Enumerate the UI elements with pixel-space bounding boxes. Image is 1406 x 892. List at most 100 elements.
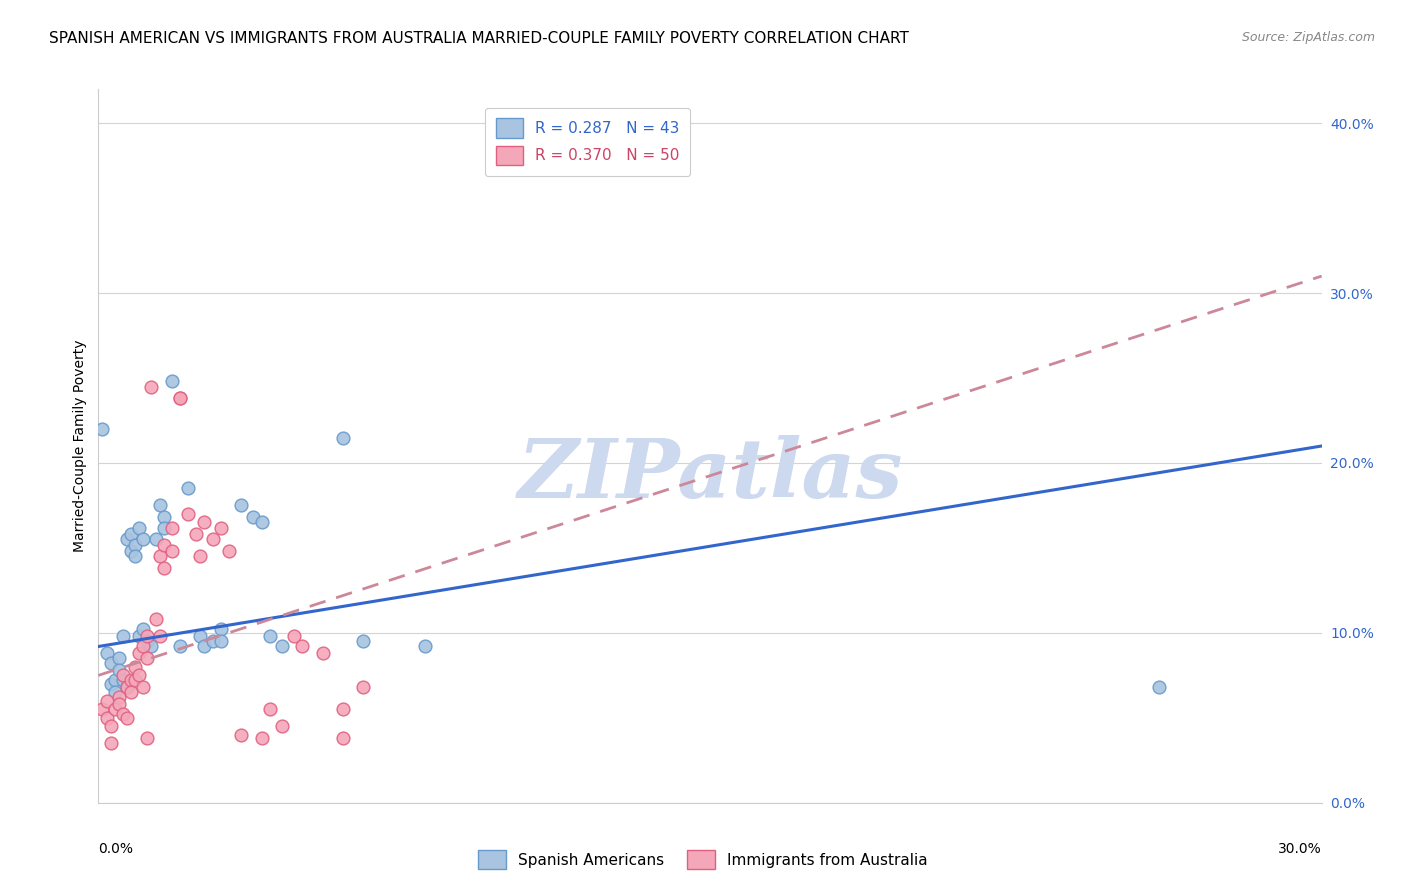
- Point: [169, 392, 191, 406]
- Point: [120, 527, 142, 541]
- Point: [145, 533, 167, 547]
- Point: [115, 711, 138, 725]
- Point: [91, 422, 114, 436]
- Point: [291, 640, 314, 654]
- Point: [115, 680, 138, 694]
- Point: [120, 544, 142, 558]
- Point: [149, 499, 172, 513]
- Point: [177, 482, 200, 496]
- Point: [128, 629, 150, 643]
- Point: [108, 698, 131, 712]
- Point: [111, 673, 134, 688]
- Point: [136, 634, 159, 648]
- Legend: R = 0.287   N = 43, R = 0.370   N = 50: R = 0.287 N = 43, R = 0.370 N = 50: [485, 108, 690, 176]
- Point: [91, 702, 114, 716]
- Point: [231, 499, 253, 513]
- Point: [177, 507, 200, 521]
- Point: [152, 561, 174, 575]
- Point: [152, 520, 174, 534]
- Point: [100, 657, 122, 671]
- Point: [188, 549, 212, 564]
- Text: SPANISH AMERICAN VS IMMIGRANTS FROM AUSTRALIA MARRIED-COUPLE FAMILY POVERTY CORR: SPANISH AMERICAN VS IMMIGRANTS FROM AUST…: [49, 31, 910, 46]
- Point: [312, 646, 335, 660]
- Point: [96, 646, 118, 660]
- Point: [201, 533, 224, 547]
- Point: [218, 544, 240, 558]
- Point: [128, 668, 150, 682]
- Point: [231, 728, 253, 742]
- Point: [149, 629, 172, 643]
- Point: [115, 680, 138, 694]
- Point: [209, 520, 232, 534]
- Point: [201, 634, 224, 648]
- Y-axis label: Married-Couple Family Poverty: Married-Couple Family Poverty: [73, 340, 87, 552]
- Point: [120, 685, 142, 699]
- Point: [111, 629, 134, 643]
- Point: [100, 736, 122, 750]
- Point: [124, 537, 146, 551]
- Point: [169, 640, 191, 654]
- Point: [104, 673, 127, 688]
- Point: [160, 375, 183, 389]
- Point: [352, 680, 374, 694]
- Point: [160, 544, 183, 558]
- Point: [141, 640, 163, 654]
- Point: [193, 516, 215, 530]
- Point: [169, 392, 191, 406]
- Point: [209, 623, 232, 637]
- Point: [242, 510, 264, 524]
- Point: [152, 510, 174, 524]
- Point: [132, 623, 155, 637]
- Legend: Spanish Americans, Immigrants from Australia: Spanish Americans, Immigrants from Austr…: [472, 844, 934, 875]
- Point: [100, 677, 122, 691]
- Point: [100, 719, 122, 733]
- Point: [108, 663, 131, 677]
- Point: [108, 651, 131, 665]
- Point: [209, 634, 232, 648]
- Point: [160, 520, 183, 534]
- Point: [141, 379, 163, 393]
- Point: [115, 533, 138, 547]
- Point: [136, 629, 159, 643]
- Point: [96, 694, 118, 708]
- Point: [283, 629, 305, 643]
- Point: [332, 702, 354, 716]
- Point: [149, 549, 172, 564]
- Text: ZIPatlas: ZIPatlas: [517, 434, 903, 515]
- Point: [124, 660, 146, 674]
- Point: [352, 634, 374, 648]
- Point: [270, 719, 294, 733]
- Point: [250, 516, 273, 530]
- Point: [132, 533, 155, 547]
- Point: [132, 640, 155, 654]
- Point: [332, 731, 354, 746]
- Point: [1147, 680, 1170, 694]
- Text: Source: ZipAtlas.com: Source: ZipAtlas.com: [1241, 31, 1375, 45]
- Point: [104, 702, 127, 716]
- Point: [132, 680, 155, 694]
- Point: [259, 629, 281, 643]
- Point: [111, 707, 134, 722]
- Point: [124, 673, 146, 688]
- Point: [96, 711, 118, 725]
- Point: [128, 520, 150, 534]
- Point: [250, 731, 273, 746]
- Point: [259, 702, 281, 716]
- Point: [136, 731, 159, 746]
- Point: [136, 651, 159, 665]
- Point: [145, 612, 167, 626]
- Point: [128, 646, 150, 660]
- Point: [332, 430, 354, 444]
- Point: [108, 690, 131, 705]
- Point: [152, 537, 174, 551]
- Text: 0.0%: 0.0%: [98, 842, 134, 856]
- Point: [104, 685, 127, 699]
- Point: [124, 549, 146, 564]
- Text: 30.0%: 30.0%: [1278, 842, 1322, 856]
- Point: [193, 640, 215, 654]
- Point: [270, 640, 294, 654]
- Point: [188, 629, 212, 643]
- Point: [120, 673, 142, 688]
- Point: [186, 527, 208, 541]
- Point: [413, 640, 436, 654]
